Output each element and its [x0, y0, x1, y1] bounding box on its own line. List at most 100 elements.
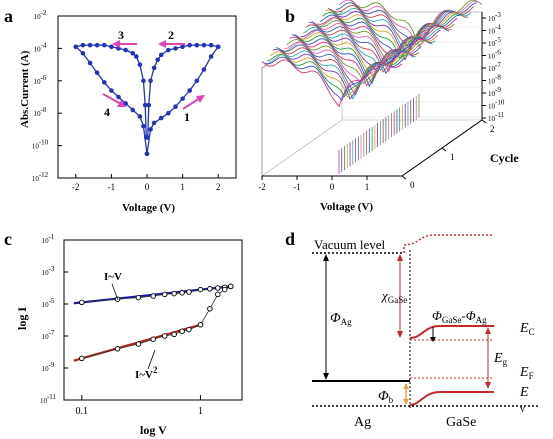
- panel-b-cycle-curve: [272, 48, 414, 100]
- panel-c-point: [161, 333, 168, 339]
- panel-a-point: [148, 127, 153, 132]
- eg-label: Eg: [493, 351, 508, 367]
- panel-b-cycle-curve: [308, 21, 450, 75]
- fit-label-i-v-pointer: [111, 283, 119, 301]
- sweep-arrowhead-1: [196, 95, 205, 103]
- panel-b-depth-tick-label: 1: [450, 152, 455, 162]
- panel-c-ytick-label: 10-1: [42, 233, 55, 245]
- valence-band: [409, 391, 494, 406]
- eg-arrowhead-top: [485, 327, 491, 334]
- panel-c: c log I log V 0.1 1 10-1 10-3 10-5 10-7 10-9 10…: [4, 229, 243, 437]
- panel-b-cycle-curve: [278, 47, 419, 96]
- sweep-arrowhead-3: [112, 40, 120, 48]
- panel-a-point: [180, 96, 185, 101]
- panel-b-curves: [261, 0, 483, 174]
- panel-d: d Vacuum level ΦAg χGaSe ΦGaSe-ΦAg EC Eg: [285, 229, 540, 430]
- sweep-label-2: 2: [168, 28, 174, 42]
- panel-c-point: [197, 286, 204, 293]
- panel-a-point: [173, 46, 178, 51]
- panel-a-point: [123, 47, 128, 53]
- panel-b-cycle-curve: [305, 24, 447, 73]
- panel-a-point: [187, 88, 193, 93]
- panel-a-sweep-arrows: 3 2 4 1: [102, 28, 205, 124]
- panel-a-point: [194, 78, 200, 84]
- panel-b-ztick-label: 10-7: [488, 61, 501, 73]
- panel-a-point: [141, 78, 146, 84]
- panel-a-xtick-label: 0: [145, 182, 150, 192]
- ec-label: EC: [519, 321, 535, 337]
- panel-c-point: [114, 346, 121, 352]
- panel-c-point: [79, 299, 85, 306]
- panel-a-ytick-label: 10-8: [34, 106, 47, 118]
- panel-a-point: [208, 54, 214, 59]
- panel-c-xlabel: log V: [140, 423, 167, 437]
- panel-a-point: [130, 50, 136, 56]
- panel-c-point: [135, 294, 142, 301]
- chi-arrowhead-top: [397, 254, 403, 261]
- fit-label-i-v2-pointer: [147, 349, 156, 370]
- panel-c-point: [161, 291, 168, 298]
- panel-a-point: [80, 42, 86, 48]
- panel-a-point: [137, 114, 143, 119]
- panel-c-ytick-label: 10-9: [42, 361, 55, 373]
- panel-b-grid: [342, 11, 482, 118]
- sweep-label-1: 1: [184, 110, 190, 124]
- phi-b-label: Φb: [378, 389, 394, 405]
- panel-b-depth-tick: [401, 175, 407, 180]
- panel-b-depth-tick: [481, 119, 487, 124]
- panel-a-point: [87, 42, 93, 48]
- fit-label-i-v: I~V: [104, 271, 122, 283]
- panel-a-point: [137, 62, 143, 67]
- panel-a-series-line: [75, 46, 148, 154]
- panel-a-point: [166, 47, 171, 53]
- panel-c-point: [215, 291, 221, 298]
- panel-b-ztick-label: 10-11: [488, 111, 505, 123]
- panel-c-ylabel: log I: [15, 307, 29, 330]
- panel-c-point: [135, 341, 142, 347]
- panel-a-point: [109, 88, 114, 93]
- panel-a-point: [146, 102, 152, 108]
- phi-diff-label: ΦGaSe-ΦAg: [432, 308, 487, 325]
- panel-a-point: [208, 42, 214, 48]
- panel-a-point: [94, 70, 100, 75]
- panel-b-ztick-label: 10-8: [488, 74, 501, 86]
- panel-c-ytick-label: 10-7: [42, 329, 55, 341]
- panel-a-point: [148, 78, 153, 84]
- panel-a-ytick-label: 10-12: [32, 171, 49, 183]
- panel-a: a Abs.Current (A) Voltage (V) -2 -1 0 1 2 10-…: [4, 6, 237, 214]
- panel-a-ticks: -2 -1 0 1 2 10-2 10-4 10-6 10-8 10-10 10-12: [32, 9, 221, 192]
- panel-a-point: [158, 52, 164, 58]
- eg-arrowhead-bottom: [485, 382, 491, 389]
- panel-a-point: [142, 102, 148, 108]
- panel-c-point: [207, 286, 213, 292]
- panel-b-depth-label: Cycle: [490, 151, 519, 165]
- panel-a-point: [87, 60, 93, 66]
- panel-c-series-line: [81, 286, 231, 359]
- panel-b-cycle-curve: [292, 34, 433, 88]
- panel-b-xlabel: Voltage (V): [320, 201, 373, 213]
- panel-a-point: [194, 42, 200, 48]
- panel-a-point: [180, 44, 185, 50]
- panel-a-xtick-label: -2: [72, 182, 80, 192]
- panel-a-point: [144, 151, 150, 156]
- panel-b-cycle-curve: [294, 34, 436, 85]
- phi-ag-arrowhead-bottom: [323, 373, 329, 380]
- panel-c-point: [221, 286, 228, 293]
- panel-c-point: [179, 328, 185, 334]
- panel-a-point: [158, 115, 164, 121]
- panel-b-ztick-label: 10-9: [488, 86, 501, 98]
- panel-c-point: [171, 331, 177, 338]
- sweep-arrowhead-4: [117, 100, 126, 107]
- panel-a-xtick-label: 1: [180, 182, 185, 192]
- panel-a-point: [94, 42, 100, 48]
- panel-c-point: [186, 326, 192, 333]
- phi-b-arrowhead-bottom: [403, 399, 409, 405]
- panel-c-ticks: 0.1 1 10-1 10-3 10-5 10-7 10-9 10-11: [40, 233, 203, 417]
- panel-b-cycle-curve: [281, 44, 422, 90]
- v-label: v: [520, 404, 525, 415]
- panel-c-point: [228, 283, 234, 290]
- panel-b-ztick-label: 10-3: [488, 11, 501, 23]
- panel-a-point: [187, 42, 193, 48]
- panel-c-point: [150, 293, 156, 299]
- panel-b-xtick-label: -2: [258, 182, 266, 192]
